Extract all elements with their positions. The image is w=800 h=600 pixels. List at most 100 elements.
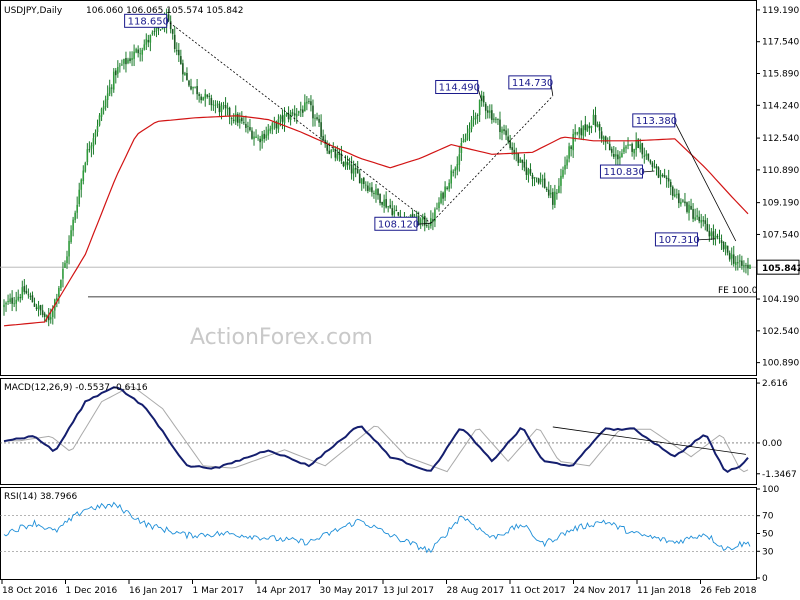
candle-body <box>186 73 188 80</box>
candle-body <box>690 205 692 210</box>
candle-body <box>131 58 133 61</box>
candle-body <box>220 105 223 113</box>
candle-body <box>210 97 213 106</box>
candle-body <box>714 235 717 240</box>
callout-label: 114.730 <box>512 78 553 89</box>
candle-body <box>178 49 180 56</box>
candle-body <box>478 100 481 115</box>
candle-body <box>588 125 591 129</box>
candle-body <box>395 209 398 212</box>
candle-body <box>243 122 245 124</box>
symbol-label: USDJPY,Daily <box>4 6 63 16</box>
candle-body <box>139 53 141 55</box>
candle-body <box>513 149 516 155</box>
rsi-pane <box>0 487 757 580</box>
date-tick-label: 13 Jul 2017 <box>383 586 434 596</box>
candle-body <box>578 127 581 134</box>
candle-body <box>676 193 678 195</box>
candle-body <box>267 129 270 136</box>
candle-body <box>202 97 205 101</box>
candle-body <box>541 179 544 181</box>
candle-body <box>302 109 304 113</box>
candle-body <box>421 216 424 220</box>
candle-body <box>159 29 162 31</box>
candle-body <box>25 290 28 294</box>
date-tick-label: 30 May 2017 <box>320 586 379 596</box>
candle-body <box>222 105 225 107</box>
candle-body <box>49 317 52 320</box>
candle-body <box>312 105 314 119</box>
price-tick-label: 119.190 <box>762 6 799 16</box>
candle-body <box>397 212 400 216</box>
candle-body <box>657 167 660 178</box>
macd-pane <box>0 378 757 485</box>
candle-body <box>133 51 135 59</box>
candle-body <box>702 220 705 222</box>
candle-body <box>261 134 263 142</box>
candle-body <box>547 189 550 196</box>
callout-box <box>124 13 168 28</box>
callout-box <box>599 164 643 179</box>
candle-body <box>594 114 597 127</box>
candle-body <box>647 153 650 160</box>
sma-line <box>3 115 749 327</box>
candle-body <box>484 103 487 111</box>
candle-body <box>60 279 62 289</box>
candle-body <box>200 96 202 101</box>
price-tick-label: 102.540 <box>762 327 799 337</box>
candle-body <box>572 133 574 151</box>
candle-body <box>70 230 72 243</box>
candle-body <box>554 191 556 205</box>
candle-body <box>598 124 601 131</box>
candle-body <box>621 153 623 158</box>
candle-body <box>436 208 438 210</box>
callout-leader <box>642 170 655 173</box>
candle-body <box>308 101 310 103</box>
candle-body <box>684 201 686 204</box>
callout-label: 107.310 <box>658 235 699 246</box>
candle-body <box>665 177 668 180</box>
candle-body <box>265 134 268 139</box>
candle-body <box>452 171 455 173</box>
candle-body <box>391 208 394 215</box>
candle-body <box>417 215 420 226</box>
candle-body <box>635 140 637 150</box>
candle-body <box>314 117 316 119</box>
candle-body <box>344 161 347 167</box>
candle-body <box>249 127 251 131</box>
candle-body <box>505 130 507 136</box>
callout-box <box>654 232 698 247</box>
candle-body <box>56 297 58 301</box>
candle-body <box>356 168 359 174</box>
candle-body <box>667 178 670 182</box>
candle-body <box>637 139 640 148</box>
candle-body <box>686 202 688 212</box>
date-tick-label: 11 Oct 2017 <box>510 586 566 596</box>
callout-label: 108.120 <box>378 219 419 230</box>
candle-body <box>722 241 725 250</box>
candle-body <box>552 192 554 205</box>
candle-body <box>299 109 302 111</box>
candle-body <box>568 146 570 159</box>
candle-body <box>245 123 247 128</box>
callout-box <box>374 216 418 231</box>
candle-body <box>549 192 552 195</box>
candle-body <box>224 105 227 109</box>
candle-body <box>194 86 196 88</box>
candle-body <box>511 147 513 150</box>
candle-body <box>655 166 658 169</box>
candle-body <box>362 177 365 185</box>
candle-body <box>348 163 351 166</box>
candle-body <box>688 204 690 213</box>
candle-body <box>631 143 633 152</box>
candle-body <box>604 136 607 143</box>
date-tick-label: 1 Mar 2017 <box>193 586 244 596</box>
candle-body <box>110 87 113 89</box>
candle-body <box>539 178 542 183</box>
candle-body <box>43 313 46 317</box>
candle-body <box>332 148 335 150</box>
candle-body <box>287 114 290 120</box>
candle-body <box>389 205 392 208</box>
date-tick-label: 16 Jan 2017 <box>129 586 183 596</box>
candle-body <box>562 170 564 178</box>
